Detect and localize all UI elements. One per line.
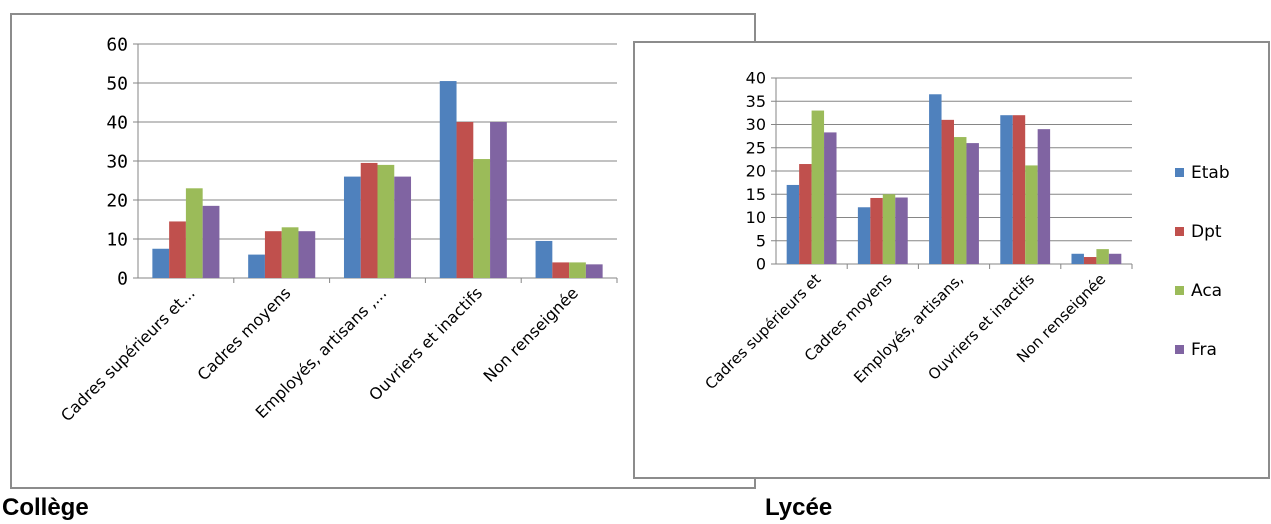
college-bar-dpt [456, 122, 474, 278]
college-bar-dpt [169, 221, 186, 278]
legend-swatch-dpt [1175, 227, 1184, 236]
college-category-label: Cadres supérieurs et... [57, 283, 199, 425]
legend-item-aca: Aca [1175, 278, 1265, 303]
lycee-ytick-label: 0 [756, 255, 766, 274]
lycee-bar-etab [786, 184, 800, 264]
college-bar-fra [298, 231, 316, 278]
lycee-ytick-label: 40 [746, 69, 766, 88]
lycee-bar-aca [1096, 249, 1109, 264]
legend-label-etab: Etab [1191, 162, 1230, 183]
lycee-bar-dpt [799, 164, 812, 264]
legend-label-dpt: Dpt [1191, 221, 1222, 242]
college-bar-etab [152, 248, 170, 278]
college-bar-aca [281, 227, 299, 278]
college-bar-fra [202, 205, 220, 278]
lycee-bar-etab [929, 94, 942, 265]
legend-item-dpt: Dpt [1175, 219, 1265, 244]
college-ytick-label: 30 [106, 151, 128, 172]
college-bar-aca [185, 188, 203, 278]
college-bar-dpt [264, 231, 282, 278]
lycee-bar-dpt [941, 119, 954, 264]
college-ytick-label: 60 [106, 34, 128, 55]
lycee-bar-fra [966, 143, 979, 264]
lycee-bar-etab [857, 207, 871, 264]
college-bar-fra [585, 264, 603, 278]
lycee-caption: Lycée [765, 494, 833, 521]
legend-item-fra: Fra [1175, 337, 1265, 362]
college-ytick-label: 20 [106, 190, 128, 211]
lycee-bar-dpt [870, 197, 883, 264]
lycee-bar-fra [824, 132, 837, 264]
lycee-bar-etab [1071, 253, 1084, 264]
lycee-bar-etab [1000, 115, 1013, 264]
lycee-ytick-label: 25 [746, 138, 766, 157]
college-bar-fra [394, 176, 412, 278]
college-ytick-label: 50 [106, 73, 128, 94]
college-ytick-label: 10 [106, 229, 128, 250]
college-bar-etab [535, 240, 553, 278]
lycee-bar-aca [882, 194, 896, 264]
lycee-ytick-label: 15 [746, 185, 766, 204]
lycee-bar-aca [811, 110, 825, 264]
lycee-bar-fra [1108, 253, 1122, 264]
lycee-ytick-label: 30 [746, 115, 766, 134]
lycee-ytick-label: 20 [746, 162, 766, 181]
legend-item-etab: Etab [1175, 160, 1265, 185]
legend-label-aca: Aca [1191, 280, 1223, 301]
college-bar-dpt [360, 162, 378, 278]
lycee-ytick-label: 10 [746, 208, 766, 227]
lycee-legend: Etab Dpt Aca Fra [1175, 160, 1265, 396]
lycee-bar-aca [1025, 165, 1038, 264]
college-bar-fra [490, 122, 507, 278]
college-ytick-label: 40 [106, 112, 128, 133]
college-caption: Collège [2, 494, 89, 521]
college-bar-etab [343, 176, 361, 278]
college-category-label: Cadres moyens [194, 283, 295, 384]
legend-swatch-fra [1175, 345, 1184, 354]
lycee-bar-fra [895, 197, 908, 264]
college-bar-aca [569, 262, 586, 278]
lycee-bar-dpt [1083, 257, 1097, 264]
lycee-category-label: Cadres supérieurs et [702, 270, 825, 393]
lycee-bar-fra [1037, 129, 1051, 264]
college-bar-aca [377, 164, 395, 278]
legend-swatch-etab [1175, 168, 1184, 177]
lycee-bar-dpt [1012, 115, 1026, 264]
legend-swatch-aca [1175, 286, 1184, 295]
college-ytick-label: 0 [117, 268, 128, 289]
college-category-label: Non renseignée [480, 283, 582, 385]
college-bar-etab [439, 81, 457, 278]
college-bar-dpt [552, 262, 570, 278]
college-bar-etab [248, 254, 265, 278]
lycee-bar-aca [954, 137, 967, 264]
lycee-ytick-label: 5 [756, 231, 766, 250]
legend-label-fra: Fra [1191, 339, 1217, 360]
college-bar-aca [473, 159, 491, 278]
lycee-ytick-label: 35 [746, 92, 766, 111]
